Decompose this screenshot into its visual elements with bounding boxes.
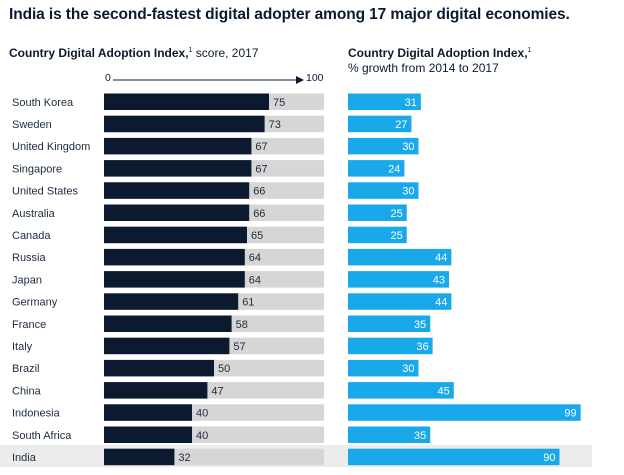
growth-bar: [348, 382, 454, 399]
score-value-label: 66: [253, 208, 265, 220]
growth-bar: [348, 404, 581, 421]
score-heading-bold: Country Digital Adoption Index,: [9, 46, 189, 60]
score-value-label: 32: [178, 452, 190, 464]
growth-value-label: 25: [391, 208, 403, 220]
growth-bar: [348, 93, 421, 110]
score-value-label: 47: [211, 385, 223, 397]
axis-arrow-icon: [113, 76, 304, 84]
country-label: United Kingdom: [12, 141, 90, 153]
score-value-label: 67: [255, 163, 267, 175]
growth-bar: [348, 160, 405, 177]
country-label: Germany: [12, 297, 58, 309]
growth-bar: [348, 204, 407, 221]
score-bar: [104, 337, 230, 355]
growth-bar: [348, 115, 412, 133]
country-label: Russia: [12, 252, 47, 264]
country-label: India: [12, 452, 37, 464]
growth-value-label: 30: [402, 186, 414, 198]
growth-value-label: 30: [402, 141, 414, 153]
country-label: France: [12, 319, 46, 331]
growth-value-label: 27: [395, 119, 407, 131]
growth-bar: [348, 315, 431, 332]
score-bar: [104, 137, 252, 155]
score-value-label: 40: [196, 430, 208, 442]
growth-bar: [348, 182, 419, 199]
score-bar: [104, 93, 269, 110]
score-value-label: 64: [249, 274, 261, 286]
growth-bar: [348, 448, 560, 466]
score-bar: [104, 182, 250, 199]
growth-value-label: 30: [402, 363, 414, 375]
growth-bar: [348, 426, 431, 443]
country-label: China: [12, 385, 42, 397]
score-bar: [104, 160, 252, 177]
axis-min-label: 0: [105, 72, 111, 84]
country-label: Singapore: [12, 163, 62, 175]
score-bar: [104, 271, 245, 288]
score-bar: [104, 226, 247, 244]
growth-value-label: 43: [433, 274, 445, 286]
country-label: United States: [12, 186, 79, 198]
score-bar: [104, 359, 214, 377]
score-bar: [104, 293, 239, 310]
score-value-label: 73: [269, 119, 281, 131]
score-bar: [104, 115, 265, 133]
score-value-label: 40: [196, 408, 208, 420]
score-bar: [104, 204, 250, 221]
score-heading-footnote: 1: [188, 47, 193, 54]
score-bar: [104, 404, 192, 421]
score-value-label: 67: [255, 141, 267, 153]
axis-max-label: 100: [306, 72, 324, 84]
score-bar: [104, 448, 175, 466]
score-value-label: 58: [236, 319, 248, 331]
growth-value-label: 25: [391, 230, 403, 242]
growth-bar: [348, 293, 452, 310]
growth-value-label: 31: [405, 97, 417, 109]
growth-bar: [348, 248, 452, 266]
growth-value-label: 24: [388, 163, 400, 175]
score-panel-heading: Country Digital Adoption Index,1 score, …: [9, 43, 259, 61]
growth-value-label: 44: [435, 297, 447, 309]
growth-value-label: 90: [543, 452, 555, 464]
country-label: Brazil: [12, 363, 40, 375]
growth-value-label: 35: [414, 430, 426, 442]
country-label: Japan: [12, 274, 42, 286]
growth-bar: [348, 359, 419, 377]
score-value-label: 75: [273, 97, 285, 109]
score-bar: [104, 315, 232, 332]
growth-value-label: 44: [435, 252, 447, 264]
growth-bar: [348, 271, 450, 288]
score-bar: [104, 426, 192, 443]
score-value-label: 64: [249, 252, 261, 264]
growth-value-label: 99: [564, 408, 576, 420]
growth-heading-line2: % growth from 2014 to 2017: [348, 61, 499, 75]
score-value-label: 50: [218, 363, 230, 375]
growth-bar: [348, 226, 407, 244]
country-label: Australia: [12, 208, 56, 220]
growth-bar: [348, 337, 433, 355]
country-label: South Africa: [12, 430, 72, 442]
chart-title: India is the second-fastest digital adop…: [9, 6, 570, 23]
score-heading-rest: score, 2017: [192, 46, 259, 60]
growth-value-label: 45: [438, 385, 450, 397]
growth-bar: [348, 137, 419, 155]
score-value-label: 66: [253, 186, 265, 198]
country-label: Indonesia: [12, 408, 61, 420]
country-label: Italy: [12, 341, 33, 353]
growth-panel-heading: Country Digital Adoption Index,1 % growt…: [348, 43, 531, 76]
score-value-label: 57: [233, 341, 245, 353]
growth-heading-bold: Country Digital Adoption Index,: [348, 46, 528, 60]
growth-value-label: 35: [414, 319, 426, 331]
country-label: Canada: [12, 230, 51, 242]
growth-heading-footnote: 1: [527, 47, 532, 54]
country-label: Sweden: [12, 119, 52, 131]
country-label: South Korea: [12, 97, 74, 109]
score-bar: [104, 382, 208, 399]
score-value-label: 61: [242, 297, 254, 309]
growth-value-label: 36: [416, 341, 428, 353]
score-bar: [104, 248, 245, 266]
score-value-label: 65: [251, 230, 263, 242]
